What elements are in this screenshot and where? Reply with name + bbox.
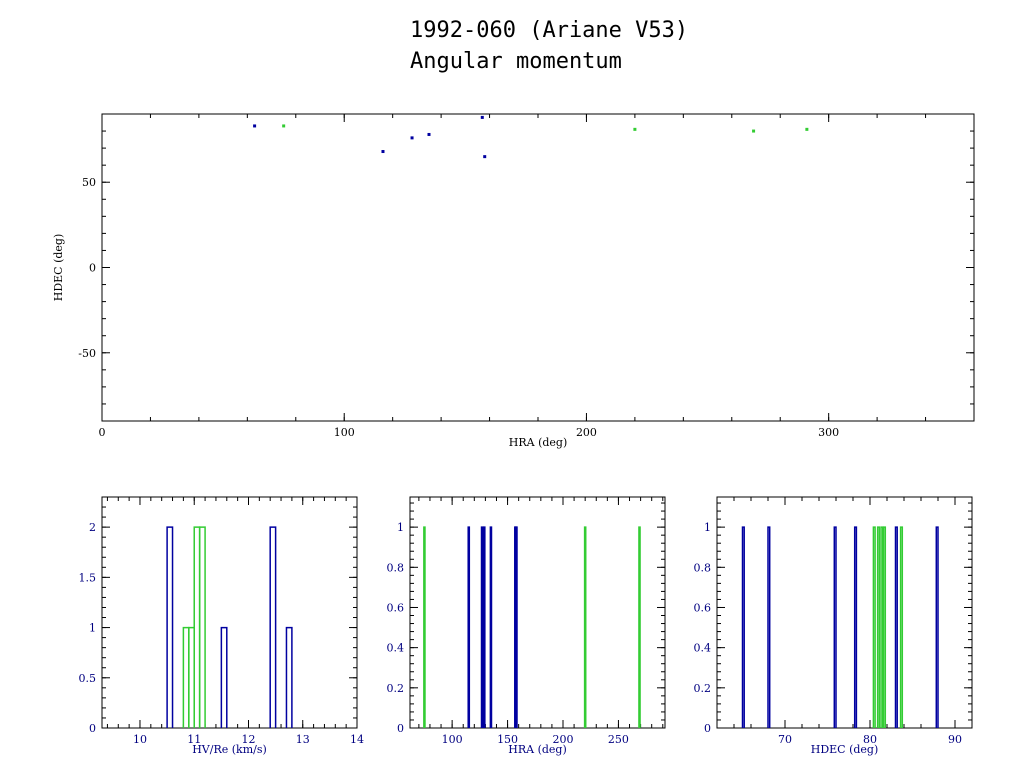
data-point [381, 150, 385, 154]
histogram-bar [853, 526, 858, 728]
data-point [805, 127, 809, 131]
y-tick-label: 0.2 [387, 682, 405, 695]
x-tick-label: 300 [818, 426, 839, 439]
y-tick-label: -50 [78, 347, 96, 360]
data-point [480, 115, 484, 119]
x-tick-label: 100 [442, 733, 463, 746]
histogram-bar [515, 526, 518, 728]
histogram-bar [741, 526, 745, 728]
histogram-bar [423, 526, 426, 728]
x-tick-label: 0 [99, 426, 106, 439]
y-tick-label: 1 [397, 521, 404, 534]
data-point [633, 127, 637, 131]
x-tick-label: 12 [241, 733, 255, 746]
hist-hdec-panel: 70 80 90 0 0.2 0.4 0.6 0.8 1 HDEC (deg) [694, 496, 973, 756]
histogram-bar [198, 526, 206, 728]
data-point [253, 124, 257, 128]
histogram-bar [876, 526, 881, 728]
histogram-bar [882, 526, 887, 728]
histogram-bar [899, 526, 904, 728]
histogram-bar [489, 526, 493, 728]
x-tick-label: 14 [350, 733, 364, 746]
x-tick-label: 70 [778, 733, 792, 746]
y-tick-label: 0.2 [694, 682, 712, 695]
x-axis-label: HDEC (deg) [811, 743, 879, 756]
y-tick-label: 50 [82, 176, 96, 189]
histogram-bar [767, 526, 771, 728]
x-tick-label: 250 [608, 733, 629, 746]
scatter-panel: 0 100 200 300 -50 0 50 HRA (deg) HDEC (deg) [52, 113, 975, 449]
data-point [752, 129, 756, 133]
x-tick-label: 200 [553, 733, 574, 746]
histogram-bar [638, 526, 641, 728]
x-tick-label: 100 [334, 426, 355, 439]
plot-frame [101, 496, 358, 729]
histogram-bar [188, 626, 195, 728]
x-tick-label: 11 [187, 733, 201, 746]
histogram-bar [220, 626, 228, 728]
y-tick-label: 1 [704, 521, 711, 534]
chart-subtitle: Angular momentum [410, 49, 622, 74]
y-tick-label: 1.5 [79, 571, 97, 584]
data-point [427, 132, 431, 136]
histogram-bar [894, 526, 898, 728]
histogram-bar [269, 526, 277, 728]
y-tick-label: 0 [397, 722, 404, 735]
x-tick-label: 80 [863, 733, 877, 746]
x-tick-label: 200 [576, 426, 597, 439]
x-tick-label: 10 [133, 733, 147, 746]
histogram-bar [872, 526, 876, 728]
plot-frame [101, 113, 975, 422]
x-tick-label: 13 [296, 733, 310, 746]
y-tick-label: 0 [89, 722, 96, 735]
y-tick-label: 0.8 [694, 561, 712, 574]
histogram-bar [482, 526, 486, 728]
y-tick-label: 1 [89, 622, 96, 635]
chart-title: 1992-060 (Ariane V53) [410, 18, 688, 43]
data-point [483, 155, 487, 159]
y-tick-label: 0 [89, 262, 96, 275]
y-tick-label: 0.4 [387, 642, 405, 655]
histogram-bar [182, 626, 190, 728]
histogram-bar [583, 526, 587, 728]
histogram-bar [285, 626, 293, 728]
histogram-bar [467, 526, 471, 728]
histogram-bar [880, 526, 884, 728]
plot-frame [716, 496, 973, 729]
y-tick-label: 0 [704, 722, 711, 735]
plot-frame [409, 496, 666, 729]
histogram-bar [193, 526, 201, 728]
histogram-bar [166, 526, 174, 728]
y-tick-label: 0.4 [694, 642, 712, 655]
histogram-bar [480, 526, 484, 728]
y-tick-label: 2 [89, 521, 96, 534]
histogram-bar [833, 526, 837, 728]
x-axis-label: HV/Re (km/s) [192, 743, 267, 756]
y-tick-label: 0.6 [694, 601, 712, 614]
histogram-bar [935, 526, 939, 728]
hist-velocity-panel: 10 11 12 13 14 0 0.5 1 1.5 2 HV/Re (km/s) [79, 496, 364, 756]
x-axis-label: HRA (deg) [509, 436, 568, 449]
y-tick-label: 0.5 [79, 672, 97, 685]
data-point [410, 136, 414, 140]
y-tick-label: 0.6 [387, 601, 405, 614]
data-point [282, 124, 286, 128]
x-axis-label: HRA (deg) [508, 743, 567, 756]
x-tick-label: 150 [497, 733, 518, 746]
y-tick-label: 0.8 [387, 561, 405, 574]
y-axis-label: HDEC (deg) [52, 234, 65, 302]
x-tick-label: 90 [948, 733, 962, 746]
hist-hra-panel: 100 150 200 250 0 0.2 0.4 0.6 0.8 1 HRA (deg) [387, 496, 666, 756]
